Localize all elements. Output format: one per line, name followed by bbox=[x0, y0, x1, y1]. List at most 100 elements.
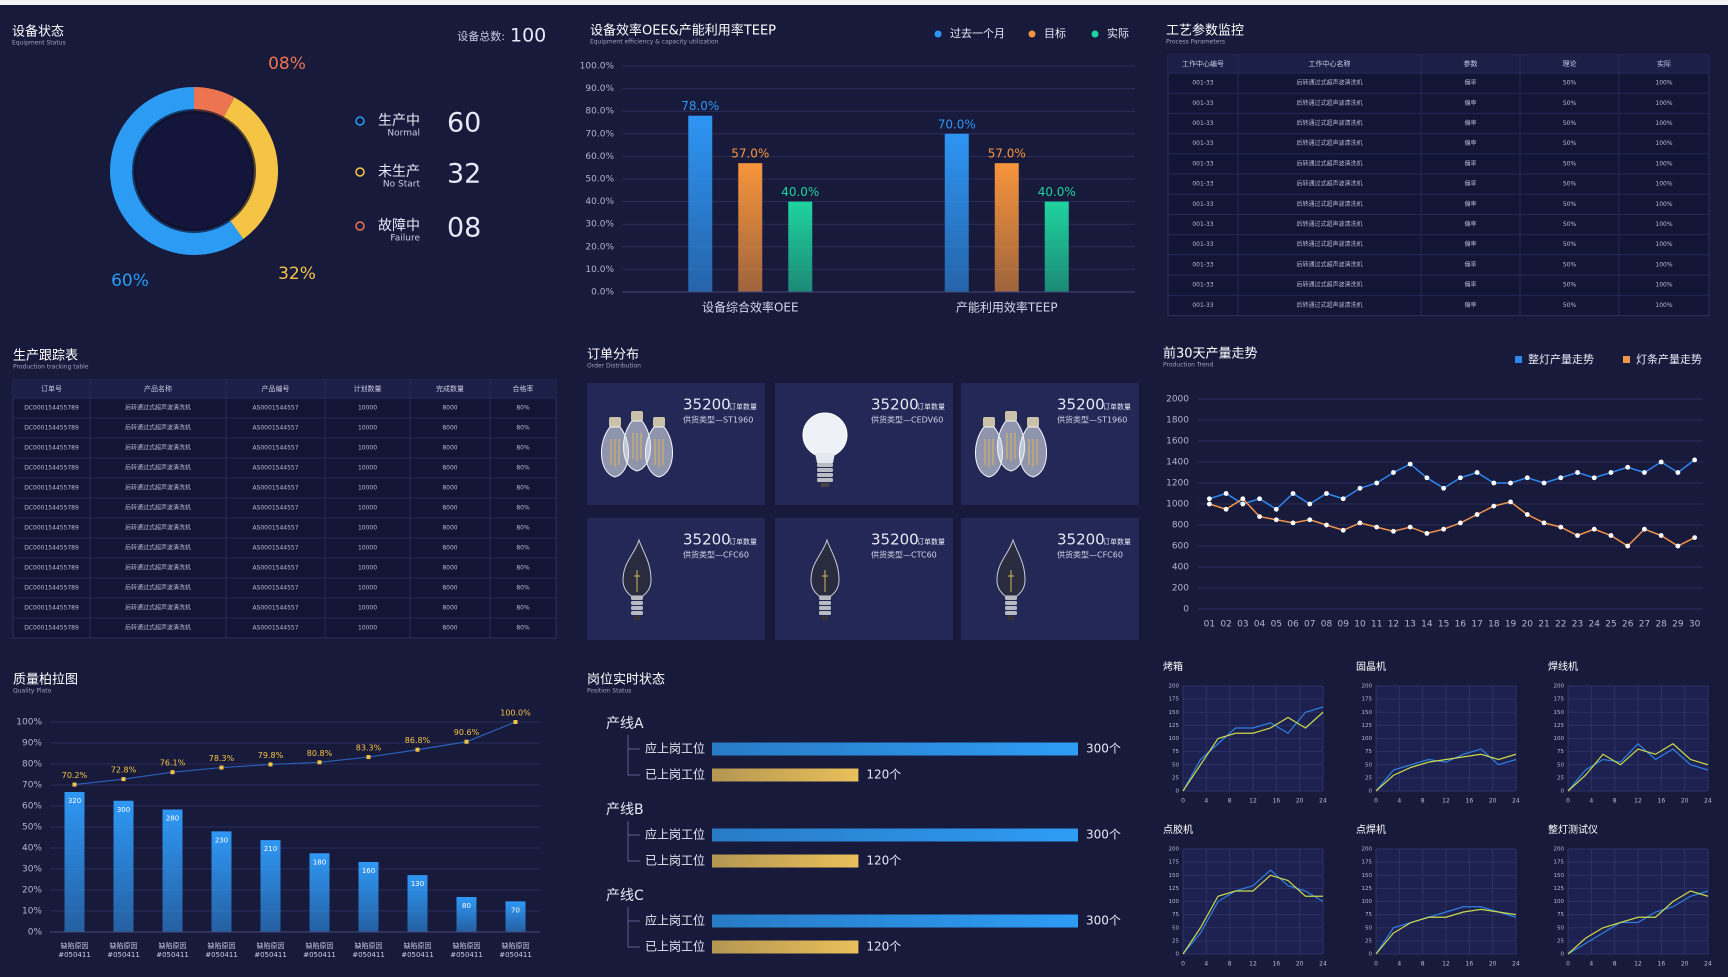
y-tick-label: 1200 bbox=[1166, 479, 1189, 489]
y-tick-label: 150 bbox=[1554, 710, 1565, 716]
y-tick-label: 175 bbox=[1554, 860, 1565, 866]
x-tick-label: 10 bbox=[1354, 620, 1366, 630]
legend-marker bbox=[355, 167, 365, 177]
y-tick-label: 600 bbox=[1172, 542, 1189, 552]
donut-label: 60% bbox=[111, 271, 149, 291]
bulb-cap bbox=[1027, 417, 1039, 427]
bar-value-label: 300个 bbox=[1086, 914, 1121, 928]
legend-label-en: Failure bbox=[390, 234, 420, 244]
table-cell: DC000154455789 bbox=[24, 545, 79, 552]
table-cell: 50% bbox=[1563, 181, 1577, 188]
data-point bbox=[1441, 485, 1447, 491]
data-point bbox=[1457, 475, 1463, 481]
x-tick-label: 8 bbox=[1421, 798, 1425, 805]
table-cell: 偏率 bbox=[1464, 139, 1476, 147]
bar-label: 已上岗工位 bbox=[645, 767, 705, 782]
order-count: 35200 bbox=[871, 531, 919, 549]
x-tick-label: 15 bbox=[1438, 620, 1449, 630]
line-value-label: 70.2% bbox=[62, 771, 88, 780]
order-type: 供货类型—ST1960 bbox=[683, 415, 753, 425]
y-tick-label: 100 bbox=[1554, 899, 1565, 905]
bar-label: 已上岗工位 bbox=[645, 853, 705, 868]
panel-title: 订单分布 bbox=[587, 348, 639, 363]
x-tick-label: 20 bbox=[1522, 620, 1534, 630]
x-tick-label: 16 bbox=[1466, 961, 1474, 968]
table-cell: 10000 bbox=[358, 485, 377, 492]
data-point bbox=[219, 765, 224, 770]
donut-inner bbox=[136, 113, 252, 229]
bulb-filament bbox=[1028, 439, 1038, 467]
series-line bbox=[1567, 743, 1709, 792]
bulb-base bbox=[1005, 611, 1017, 615]
panel-title: 岗位实时状态 bbox=[587, 673, 665, 688]
table-cell: 10000 bbox=[358, 445, 377, 452]
table-cell: 8000 bbox=[442, 605, 457, 612]
table-cell: 50% bbox=[1563, 201, 1577, 208]
table-cell: 10000 bbox=[358, 565, 377, 572]
y-tick-label: 80% bbox=[22, 760, 42, 770]
x-tick-label: 4 bbox=[1397, 798, 1401, 805]
table-cell: 80% bbox=[516, 625, 530, 632]
table-cell: 偏率 bbox=[1464, 281, 1476, 289]
x-tick-label: 缺陷原因 bbox=[61, 941, 89, 950]
x-tick-label: 29 bbox=[1672, 620, 1684, 630]
table-cell: DC000154455789 bbox=[24, 505, 79, 512]
data-point bbox=[1541, 520, 1547, 526]
y-tick-label: 40% bbox=[22, 844, 42, 854]
panel-title: 焊线机 bbox=[1548, 660, 1578, 673]
table-cell: 8000 bbox=[442, 405, 457, 412]
y-tick-label: 30.0% bbox=[585, 220, 614, 230]
bulb-base bbox=[819, 606, 831, 610]
bar-value-label: 70.0% bbox=[938, 117, 976, 131]
y-tick-label: 25 bbox=[1365, 938, 1372, 944]
bar bbox=[162, 809, 183, 932]
data-point bbox=[1357, 520, 1363, 526]
legend-label: 整灯产量走势 bbox=[1528, 352, 1594, 366]
table-cell: 10000 bbox=[358, 405, 377, 412]
legend-value: 32 bbox=[447, 159, 481, 190]
table-cell: AS0001544557 bbox=[252, 625, 298, 632]
order-count: 35200 bbox=[871, 396, 919, 414]
table-cell: 后转通过式超声波清洗机 bbox=[1296, 220, 1362, 228]
x-tick-sublabel: #050411 bbox=[156, 951, 189, 959]
x-tick-label: 0 bbox=[1566, 798, 1570, 805]
series-line bbox=[1182, 874, 1323, 955]
bar-value-label: 280 bbox=[166, 815, 179, 823]
x-tick-label: 18 bbox=[1488, 620, 1500, 630]
y-tick-label: 80.0% bbox=[585, 107, 614, 117]
data-point bbox=[1658, 533, 1664, 538]
table-cell: 10000 bbox=[358, 525, 377, 532]
bulb-image bbox=[974, 411, 1048, 478]
y-tick-label: 25 bbox=[1172, 938, 1179, 944]
data-point bbox=[1441, 526, 1447, 532]
y-tick-label: 100.0% bbox=[580, 62, 615, 72]
table-cell: 100% bbox=[1655, 140, 1672, 147]
table-cell: 50% bbox=[1563, 282, 1577, 289]
table-cell: 001-33 bbox=[1192, 140, 1213, 147]
legend-label-en: No Start bbox=[383, 180, 421, 190]
x-tick-label: 27 bbox=[1639, 620, 1650, 630]
data-point bbox=[1474, 470, 1480, 475]
x-tick-label: 12 bbox=[1388, 620, 1399, 630]
data-point bbox=[1541, 480, 1547, 486]
x-tick-label: 缺陷原因 bbox=[355, 941, 383, 950]
x-tick-label: 24 bbox=[1704, 798, 1712, 805]
bulb-base bbox=[817, 468, 833, 472]
x-tick-label: 16 bbox=[1455, 620, 1467, 630]
table-cell: 100% bbox=[1655, 221, 1672, 228]
table-header-cell: 工作中心编号 bbox=[1182, 59, 1224, 68]
data-point bbox=[464, 739, 469, 744]
table-cell: 后转通过式超声波清洗机 bbox=[125, 444, 191, 452]
bar bbox=[64, 792, 85, 932]
table-background bbox=[12, 379, 557, 639]
table-cell: 80% bbox=[516, 425, 530, 432]
order-card bbox=[587, 518, 765, 640]
data-point bbox=[1575, 470, 1580, 475]
y-tick-label: 75 bbox=[1365, 749, 1372, 755]
table-cell: 10000 bbox=[358, 465, 377, 472]
order-count: 35200 bbox=[1057, 531, 1105, 549]
table-cell: 后转通过式超声波清洗机 bbox=[125, 564, 191, 572]
bulb-base bbox=[1005, 596, 1017, 600]
order-count-label: 订单数量 bbox=[917, 402, 945, 411]
table-cell: AS0001544557 bbox=[252, 485, 298, 492]
